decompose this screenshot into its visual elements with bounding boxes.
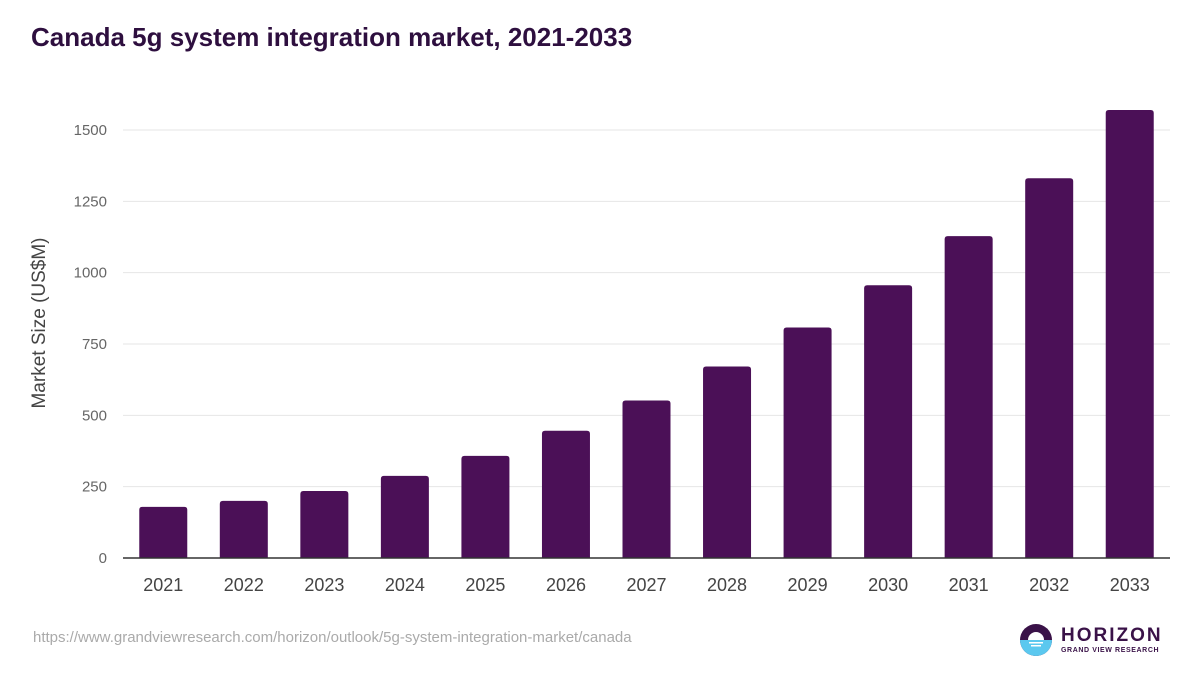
bar-2029 xyxy=(783,327,832,558)
y-tick-label: 0 xyxy=(99,550,107,567)
x-tick-label: 2033 xyxy=(1110,575,1150,595)
horizon-logo: HORIZON GRAND VIEW RESEARCH xyxy=(1019,623,1163,657)
bar-2031 xyxy=(944,236,993,559)
x-tick-label: 2023 xyxy=(304,575,344,595)
x-tick-label: 2032 xyxy=(1029,575,1069,595)
bar-2027 xyxy=(622,400,671,558)
x-tick-label: 2021 xyxy=(143,575,183,595)
x-tick-label: 2024 xyxy=(385,575,425,595)
x-tick-label: 2025 xyxy=(465,575,505,595)
x-tick-label: 2022 xyxy=(224,575,264,595)
x-tick-label: 2026 xyxy=(546,575,586,595)
bar-2033 xyxy=(1105,110,1154,558)
y-tick-label: 500 xyxy=(82,407,107,424)
y-tick-label: 1000 xyxy=(74,265,107,282)
bar-2025 xyxy=(461,455,510,558)
bar-2022 xyxy=(219,500,268,558)
logo-sub-text: GRAND VIEW RESEARCH xyxy=(1061,647,1160,654)
bar-2028 xyxy=(703,366,752,558)
x-tick-label: 2029 xyxy=(788,575,828,595)
bar-2023 xyxy=(300,490,349,558)
y-tick-label: 1250 xyxy=(74,193,107,210)
bar-2032 xyxy=(1025,178,1074,559)
x-tick-label: 2028 xyxy=(707,575,747,595)
bar-2030 xyxy=(864,285,913,558)
bar-2021 xyxy=(139,506,188,558)
horizon-logo-icon xyxy=(1020,624,1052,656)
y-tick-label: 750 xyxy=(82,336,107,353)
chart-title: Canada 5g system integration market, 202… xyxy=(31,22,633,52)
bar-2024 xyxy=(380,475,429,558)
x-tick-label: 2031 xyxy=(949,575,989,595)
y-tick-label: 250 xyxy=(82,479,107,496)
x-tick-label: 2027 xyxy=(626,575,666,595)
source-url[interactable]: https://www.grandviewresearch.com/horizo… xyxy=(33,629,632,646)
bar-2026 xyxy=(541,430,590,558)
logo-main-text: HORIZON xyxy=(1061,625,1163,646)
x-tick-label: 2030 xyxy=(868,575,908,595)
y-tick-label: 1500 xyxy=(74,122,107,139)
